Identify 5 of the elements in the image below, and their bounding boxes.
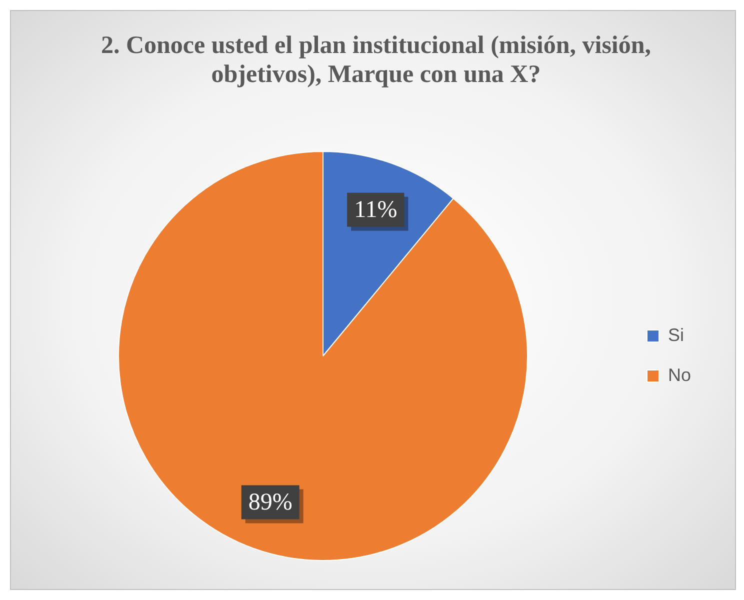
data-label: 11% bbox=[354, 197, 398, 224]
legend-label: Si bbox=[668, 324, 684, 345]
chart-title: 2. Conoce usted el plan institucional (misión, visión, objetivos), Marque con una X? bbox=[100, 31, 652, 89]
legend-label: No bbox=[668, 364, 692, 385]
data-label: 89% bbox=[248, 490, 292, 516]
